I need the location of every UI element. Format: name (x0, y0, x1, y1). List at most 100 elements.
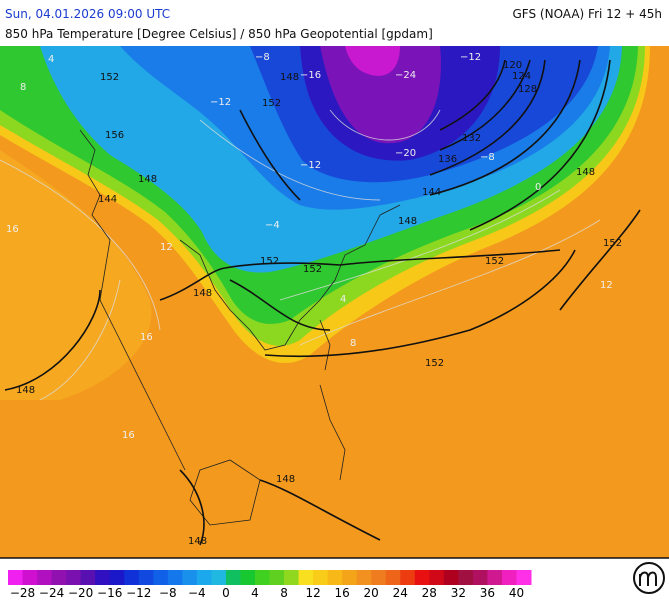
colorbar-swatch (8, 570, 24, 585)
isotherm-label: 0 (535, 182, 541, 193)
colorbar-label: −20 (68, 586, 93, 600)
colorbar-swatch (284, 570, 300, 585)
colorbar-swatch (124, 570, 140, 585)
colorbar-swatch (254, 570, 270, 585)
colorbar-label: 28 (422, 586, 437, 600)
contour-label: 148 (398, 216, 417, 227)
colorbar-label: −24 (39, 586, 64, 600)
logo-mark (639, 571, 657, 586)
isotherm-label: −4 (265, 220, 280, 231)
contour-label: 152 (303, 264, 322, 275)
colorbar-swatch (22, 570, 38, 585)
colorbar-swatch (371, 570, 387, 585)
logo (633, 562, 665, 594)
contour-label: 144 (422, 187, 441, 198)
contour-label: 152 (100, 72, 119, 83)
contour-label: 136 (438, 154, 457, 165)
colorbar-swatch (501, 570, 517, 585)
colorbar-label: 12 (305, 586, 320, 600)
colorbar-swatch (51, 570, 67, 585)
colorbar-swatch (95, 570, 111, 585)
contour-label: 132 (462, 133, 481, 144)
contour-label: 152 (425, 358, 444, 369)
contour-label: 148 (16, 385, 35, 396)
contour-label: 120 (503, 60, 522, 71)
map-title: 850 hPa Temperature [Degree Celsius] / 8… (5, 27, 433, 41)
isotherm-label: 8 (20, 82, 26, 93)
coastline (79, 129, 401, 526)
colorbar-label: −4 (188, 586, 206, 600)
colorbar-swatch (472, 570, 488, 585)
colorbar-swatch (313, 570, 329, 585)
colorbar: −28 −24 −20 −16 −12 −8 −4 0 4 8 12 16 20 24 28 32 36 40 (8, 570, 532, 600)
isotherm-label: 16 (122, 430, 135, 441)
isotherm-label: −12 (460, 52, 481, 63)
colorbar-swatch (342, 570, 358, 585)
colorbar-swatch (385, 570, 401, 585)
isotherm-label: 16 (6, 224, 19, 235)
colorbar-swatch (400, 570, 416, 585)
colorbar-swatch (109, 570, 125, 585)
contour-label: 152 (603, 238, 622, 249)
colorbar-label: 40 (509, 586, 524, 600)
colorbar-swatch (356, 570, 372, 585)
colorbar-label: 4 (251, 586, 259, 600)
colorbar-swatch (80, 570, 96, 585)
contour-label: 144 (98, 194, 117, 205)
contour-label: 148 (193, 288, 212, 299)
contour-label: 128 (518, 84, 537, 95)
isotherm-label: −20 (395, 148, 416, 159)
colorbar-swatch (240, 570, 256, 585)
isotherm-label: 4 (340, 294, 346, 305)
contour-label: 152 (262, 98, 281, 109)
isotherm-label: −12 (300, 160, 321, 171)
colorbar-swatch (66, 570, 82, 585)
colorbar-label: −16 (97, 586, 122, 600)
isotherm-label: −24 (395, 70, 416, 81)
colorbar-swatch (487, 570, 503, 585)
isotherm (0, 109, 601, 401)
colorbar-swatch (443, 570, 459, 585)
contour-label: 124 (512, 71, 531, 82)
field (320, 46, 441, 144)
colorbar-label: 16 (334, 586, 349, 600)
colorbar-label: 8 (280, 586, 288, 600)
contour-label: 152 (485, 256, 504, 267)
colorbar-label: −8 (159, 586, 177, 600)
contour-label: 148 (576, 167, 595, 178)
colorbar-label: 20 (364, 586, 379, 600)
colorbar-label: 0 (222, 586, 230, 600)
colorbar-label: 32 (451, 586, 466, 600)
colorbar-swatch (138, 570, 154, 585)
isotherm-label: 4 (48, 54, 54, 65)
geopotential-contour (4, 59, 641, 546)
isotherm-label: −8 (255, 52, 270, 63)
colorbar-swatch (458, 570, 474, 585)
contour-label: 152 (260, 256, 279, 267)
isotherm-label: −12 (210, 97, 231, 108)
contour-label: 148 (138, 174, 157, 185)
colorbar-label: 36 (480, 586, 495, 600)
colorbar-swatch (414, 570, 430, 585)
colorbar-swatch (211, 570, 227, 585)
colorbar-swatch (516, 570, 532, 585)
isotherm-label: 12 (160, 242, 173, 253)
colorbar-swatch (167, 570, 183, 585)
isotherm-label: 8 (350, 338, 356, 349)
colorbar-label: −12 (126, 586, 151, 600)
field (0, 150, 152, 400)
colorbar-swatch (225, 570, 241, 585)
colorbar-swatch (429, 570, 445, 585)
contour-label: 148 (280, 72, 299, 83)
colorbar-swatch (269, 570, 285, 585)
datetime: Sun, 04.01.2026 09:00 UTC (5, 7, 170, 21)
colorbar-swatch (37, 570, 53, 585)
colorbar-label: −28 (10, 586, 35, 600)
isotherm-label: 16 (140, 332, 153, 343)
colorbar-label: 24 (393, 586, 408, 600)
isotherm-label: −16 (300, 70, 321, 81)
isotherm-label: 12 (600, 280, 613, 291)
contour-label: 156 (105, 130, 124, 141)
